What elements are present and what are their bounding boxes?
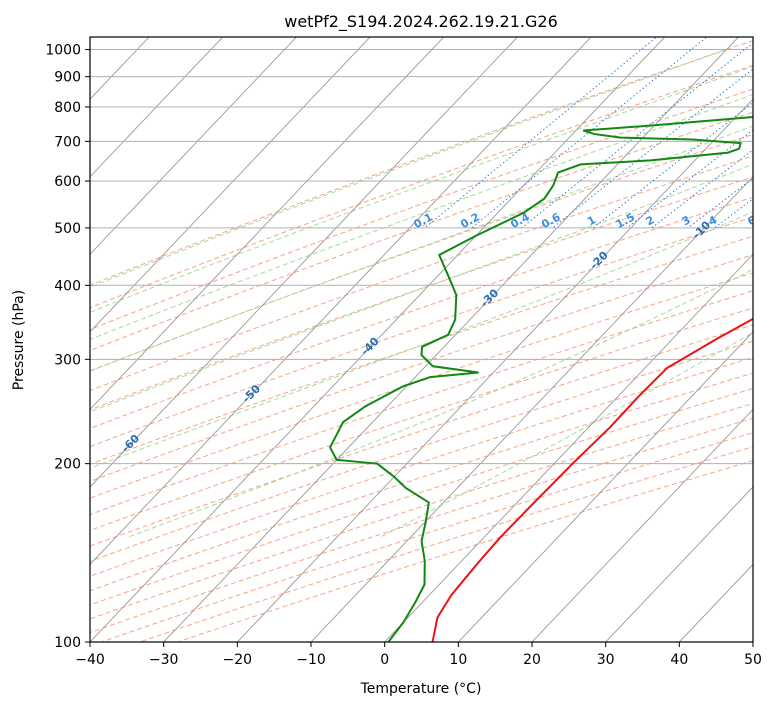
y-tick-label: 300 [54,352,81,368]
x-tick-label: 30 [597,652,615,668]
moist-adiabat-line [90,163,753,413]
isotherm-line [605,486,753,642]
mixing-ratio-line [687,177,753,229]
x-tick-label: −20 [223,652,253,668]
moist-adiabat-line [378,332,753,539]
moist-adiabat-line [90,211,753,469]
x-tick-label: −10 [296,652,326,668]
moist-adiabat-line [90,49,727,288]
data-series [328,115,753,642]
mixing-ratio-line [471,37,708,229]
isotherm-line [90,37,519,488]
moist-adiabat-line [90,65,753,313]
dry-adiabat-line [90,417,753,634]
dry-adiabat-line [90,111,753,352]
isotherm-line [531,408,753,642]
dry-adiabat-line [100,432,753,642]
background-grid: 0.10.20.40.611.52346810131620253036-100-… [0,25,775,642]
mixing-ratio-label: 6 [745,213,758,228]
x-tick-label: −30 [149,652,179,668]
x-tick-label: 40 [670,652,688,668]
moist-adiabat-line [90,125,753,372]
mixing-ratio-label: 2 [644,213,657,228]
isotherm-line [90,37,445,411]
mixing-ratio-line [651,149,753,229]
isotherm-line [90,37,592,566]
isotherm-line [163,37,740,642]
isotherm-line [90,37,224,178]
isotherm-line [310,176,753,642]
dry-adiabat-line [90,254,753,482]
dry-adiabat-line [90,176,753,411]
dewpoint-profile-line [328,115,753,642]
dry-adiabat-line [90,133,753,372]
axes: −40 −30 −20 −10 0 10 20 30 40 50 1000 900 800 700 600 5… [45,43,762,668]
isotherm-line [90,37,371,333]
x-tick-label: 20 [523,652,541,668]
dry-adiabat-line [90,196,753,429]
x-tick-label: 10 [449,652,467,668]
dry-adiabat-line [176,460,753,642]
isotherm-line [90,37,666,642]
mixing-ratio-line [552,68,753,229]
dry-adiabat-line [90,402,753,620]
y-tick-label: 700 [54,134,81,150]
isotherm-line [384,253,753,642]
y-tick-label: 200 [54,457,81,473]
x-tick-label: −40 [75,652,105,668]
y-tick-label: 600 [54,174,81,190]
mixing-ratio-line [714,198,753,229]
mixing-ratio-line [424,37,658,229]
y-tick-label: 500 [54,221,81,237]
x-tick-label: 0 [380,652,389,668]
y-tick-label: 400 [54,278,81,294]
y-tick-label: 1000 [45,43,81,59]
x-axis-label: Temperature (°C) [360,681,482,697]
moist-adiabat-line [90,93,753,340]
temperature-profile-line [431,317,753,642]
y-tick-label: 800 [54,100,81,116]
isotherm-label: -70 [0,483,20,506]
mixing-ratio-line [753,25,775,228]
y-axis-label: Pressure (hPa) [11,290,27,390]
x-tick-label: 50 [744,652,762,668]
y-tick-label: 100 [54,635,81,651]
isotherm-line [457,331,753,642]
y-tick-label: 900 [54,70,81,86]
dry-adiabat-line [138,446,753,642]
dry-adiabat-line [90,324,753,547]
plot-frame [89,36,754,643]
mixing-ratio-label: 1 [585,213,598,228]
dry-adiabat-line [90,307,753,531]
isotherm-line [90,37,298,255]
isotherm-line [236,98,753,642]
chart-title: wetPf2_S194.2024.262.19.21.G26 [284,12,558,32]
